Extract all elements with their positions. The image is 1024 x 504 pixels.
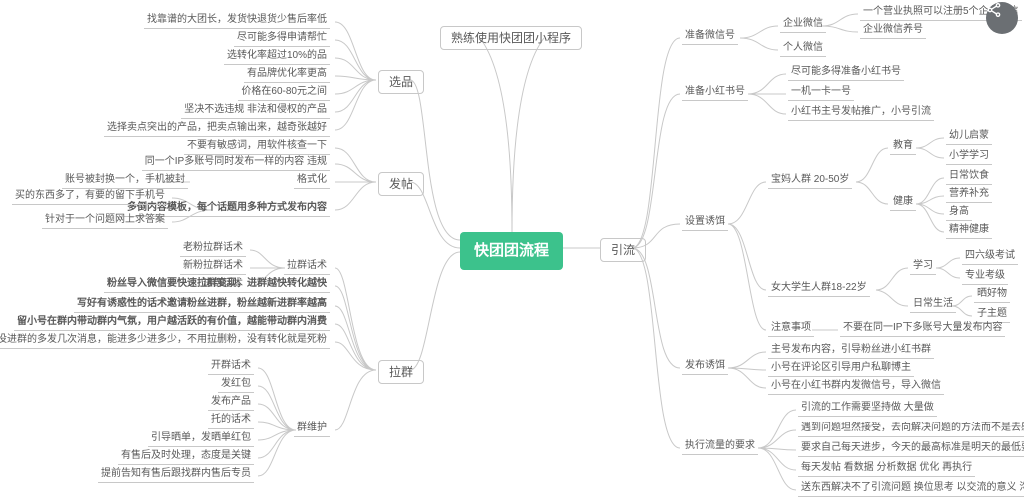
xuanpin-6: 选择卖点突出的产品，把卖点输出来，越奇张越好 (104, 122, 330, 137)
fatie-sub1-pre: 账号被封换一个，手机被封 (62, 174, 188, 189)
xuanpin-2: 选转化率超过10%的品 (224, 50, 330, 65)
yl-s1a-1: 企业微信养号 (860, 24, 926, 39)
yl-s3b-2: 日常生活 (910, 298, 956, 313)
yl-s4-2: 小号在小红书群内发微信号，导入微信 (768, 380, 944, 395)
laqun-m1: 写好有诱惑性的话术邀请粉丝进群，粉丝越新进群率越高 (74, 298, 330, 313)
fatie-t0: 不要有敏感词，用软件核查一下 (184, 140, 330, 155)
laqun-sub1-0: 老粉拉群话术 (180, 242, 246, 257)
laqun-s2-0: 开群话术 (208, 360, 254, 375)
yl-s5: 执行流量的要求 (682, 440, 758, 455)
fatie-sub2-0: 买的东西多了，有要的留下手机号 (12, 190, 168, 205)
yl-s2-0: 尽可能多得准备小红书号 (788, 66, 904, 81)
yl-s3b: 女大学生人群18-22岁 (768, 282, 870, 297)
yl-s3b-2-0: 晒好物 (974, 288, 1010, 303)
yl-s2-2: 小红书主号发帖推广，小号引流 (788, 106, 934, 121)
branch-xuanpin[interactable]: 选品 (378, 70, 424, 94)
yl-s3b-1: 学习 (910, 260, 936, 275)
yl-s1b: 个人微信 (780, 42, 826, 57)
yl-s4-1: 小号在评论区引导用户私聊博主 (768, 362, 914, 377)
yl-s3b-1-0: 四六级考试 (962, 250, 1018, 265)
xuanpin-0: 找靠谱的大团长，发货快退货少售后率低 (144, 14, 330, 29)
laqun-s2-5: 有售后及时处理，态度是关键 (118, 450, 254, 465)
yl-s3c: 注意事项 (768, 322, 814, 337)
laqun-sub1-1: 新粉拉群话术 (180, 260, 246, 275)
yl-s5-1: 遇到问题坦然接受，去向解决问题的方法而不是去感叹抱怨，浪费时间，有限的时间去做对… (798, 422, 1024, 437)
yl-s3b-1-1: 专业考级 (962, 270, 1008, 285)
yl-s4: 发布诱饵 (682, 360, 728, 375)
laqun-m3: 不要玻璃心 之前的老粉直接拉群，没进群的多发几次消息，能进多少进多少，不用拉删粉… (0, 334, 330, 349)
laqun-m2: 留小号在群内带动群内气氛，用户越活跃的有价值，越能带动群内消费 (14, 316, 330, 331)
branch-fatie[interactable]: 发帖 (378, 172, 424, 196)
xuanpin-4: 价格在60-80元之间 (238, 86, 330, 101)
root-node[interactable]: 快团团流程 (460, 232, 563, 270)
yl-s1a: 企业微信 (780, 18, 826, 33)
laqun-s2-3: 托的话术 (208, 414, 254, 429)
laqun-s2-2: 发布产品 (208, 396, 254, 411)
fatie-t1: 同一个IP多账号同时发布一样的内容 违规 (142, 156, 330, 171)
fatie-sub1: 格式化 (294, 174, 330, 189)
yl-s1: 准备微信号 (682, 30, 738, 45)
yl-s3a-2: 健康 (890, 196, 916, 211)
laqun-s2-1: 发红包 (218, 378, 254, 393)
xuanpin-3: 有品牌优化率更高 (244, 68, 330, 83)
branch-laqun[interactable]: 拉群 (378, 360, 424, 384)
yl-s3a-1: 教育 (890, 140, 916, 155)
yl-s3c-0: 不要在同一IP下多账号大量发布内容 (840, 322, 1005, 337)
share-button[interactable] (986, 2, 1018, 34)
yl-s3a-1-0: 幼儿启蒙 (946, 130, 992, 145)
yl-s3a-2-1: 营养补充 (946, 188, 992, 203)
xuanpin-5: 坚决不选违规 非法和侵权的产品 (181, 104, 330, 119)
yl-s3a-2-3: 精神健康 (946, 224, 992, 239)
yl-s5-2: 要求自己每天进步，今天的最高标准是明天的最低要求 (798, 442, 1024, 457)
yl-s2: 准备小红书号 (682, 86, 748, 101)
yl-s3a-2-0: 日常饮食 (946, 170, 992, 185)
yl-s5-0: 引流的工作需要坚持做 大量做 (798, 402, 937, 417)
yl-s3: 设置诱饵 (682, 216, 728, 231)
yl-s3a: 宝妈人群 20-50岁 (768, 174, 852, 189)
branch-yinliu[interactable]: 引流 (600, 238, 646, 262)
yl-s5-3: 每天发帖 看数据 分析数据 优化 再执行 (798, 462, 975, 477)
laqun-sub1: 拉群话术 (284, 260, 330, 275)
yl-s3a-2-2: 身高 (946, 206, 972, 221)
laqun-s2-6: 提前告知有售后跟找群内售后专员 (98, 468, 254, 483)
fatie-sub2-1: 针对于一个问题网上求答案 (42, 214, 168, 229)
yl-s3b-2-1: 子主题 (974, 308, 1010, 323)
xuanpin-1: 尽可能多得申请帮忙 (234, 32, 330, 47)
yl-s3a-1-1: 小学学习 (946, 150, 992, 165)
laqun-m0: 粉丝导入微信要快速拉群变现，进群越快转化越快 (104, 278, 330, 293)
yl-s5-4: 送东西解决不了引流问题 换位思考 以交流的意义 沟通 输出价值 (798, 482, 1024, 497)
laqun-s2-4: 引导晒单，发晒单红包 (148, 432, 254, 447)
yl-s4-0: 主号发布内容，引导粉丝进小红书群 (768, 344, 934, 359)
share-icon (986, 2, 1002, 18)
branch-miniprogram[interactable]: 熟练使用快团团小程序 (440, 26, 582, 50)
laqun-sub2: 群维护 (294, 422, 330, 437)
yl-s2-1: 一机一卡一号 (788, 86, 854, 101)
